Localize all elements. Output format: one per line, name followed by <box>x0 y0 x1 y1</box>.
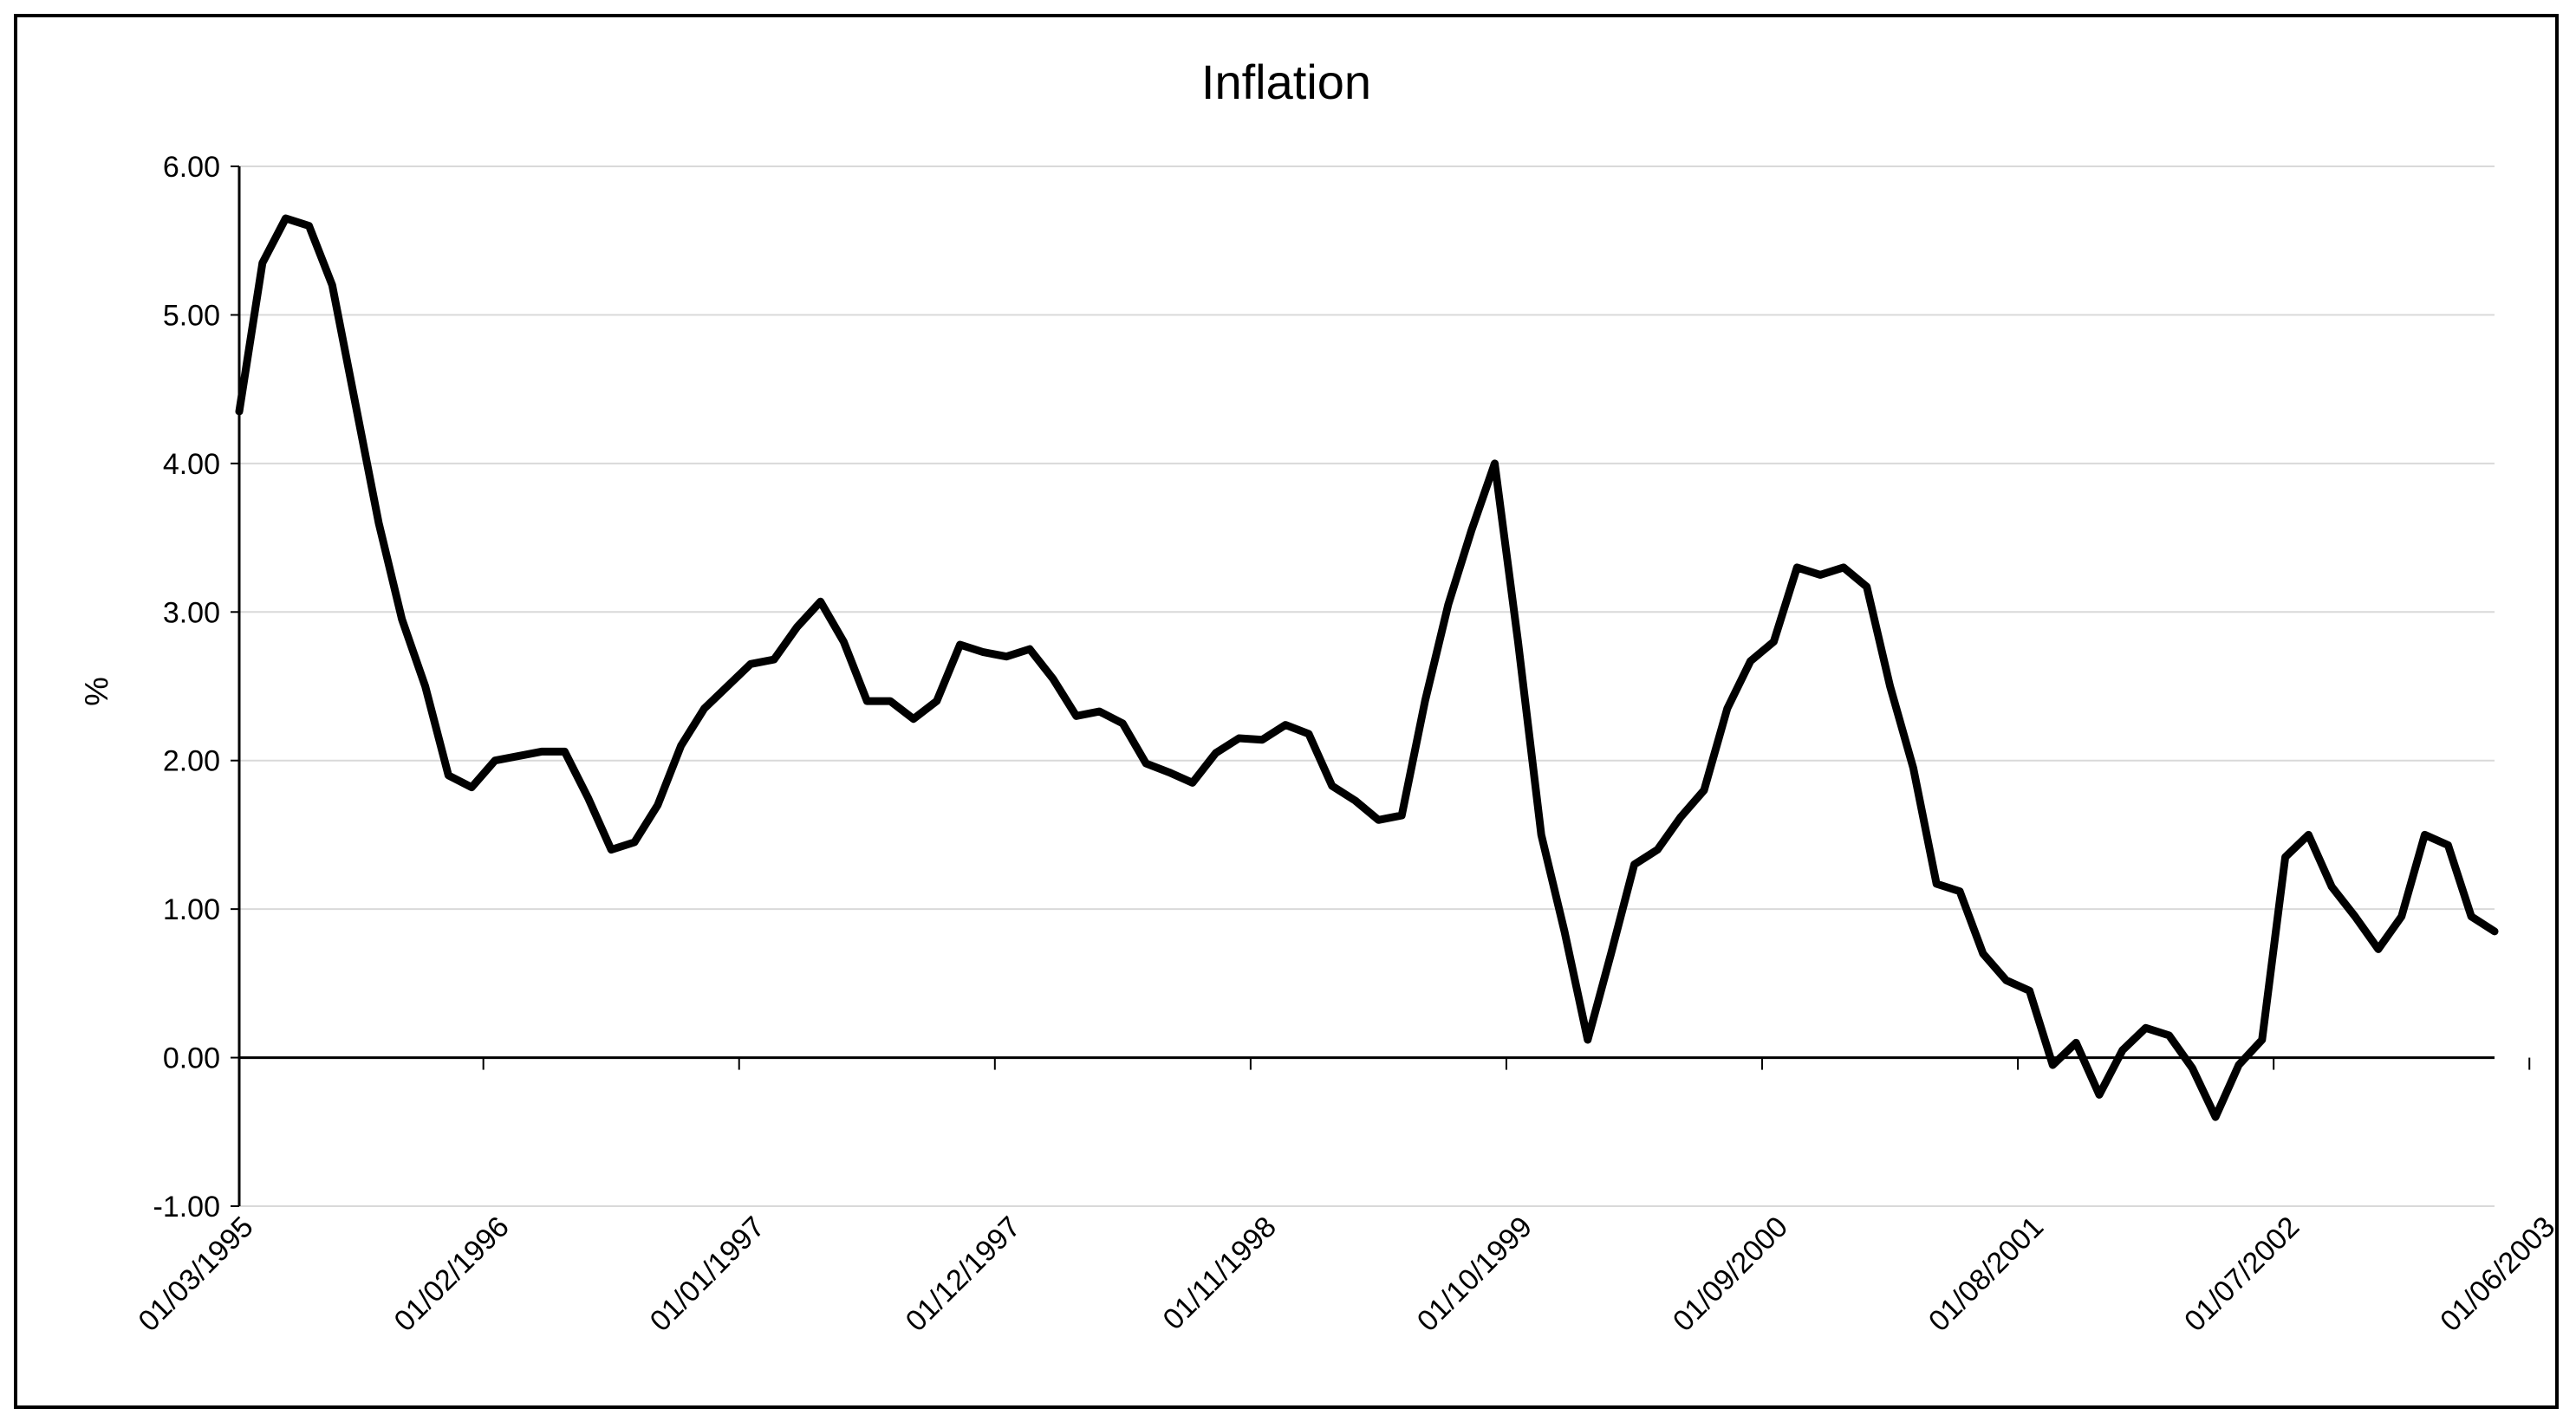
x-tick-label: 01/08/2001 <box>1922 1211 2050 1338</box>
y-tick-label: 6.00 <box>163 151 220 184</box>
chart-frame: -1.00 0.00 1.00 2.00 3.00 4.00 5.00 6.00 01/03/… <box>14 14 2559 1409</box>
x-tick-label: 01/12/1997 <box>900 1211 1027 1338</box>
y-tick-label: -1.00 <box>153 1191 221 1224</box>
y-tick-label: 2.00 <box>163 745 220 778</box>
y-tick-label: 3.00 <box>163 596 220 629</box>
series <box>235 214 2499 1121</box>
x-tick-label: 01/07/2002 <box>2178 1211 2306 1338</box>
y-tick-label: 5.00 <box>163 299 220 332</box>
x-tick-label: 01/01/1997 <box>644 1211 771 1338</box>
series-line <box>235 214 2499 1121</box>
line-chart: -1.00 0.00 1.00 2.00 3.00 4.00 5.00 6.00 01/03/… <box>79 55 2555 1338</box>
y-tick-label: 4.00 <box>163 448 220 481</box>
x-tick-label: 01/06/2003 <box>2434 1211 2555 1338</box>
y-tick-label: 0.00 <box>163 1042 220 1075</box>
axes <box>237 166 2495 1206</box>
x-tick-label: 01/10/1999 <box>1411 1211 1538 1338</box>
x-tick-label: 01/03/1995 <box>132 1211 259 1338</box>
x-tick-label: 01/02/1996 <box>388 1211 516 1338</box>
y-tick-labels: -1.00 0.00 1.00 2.00 3.00 4.00 5.00 6.00 <box>153 151 239 1224</box>
y-tick-label: 1.00 <box>163 893 220 926</box>
x-tick-label: 01/11/1998 <box>1157 1211 1283 1336</box>
x-tick-labels: 01/03/1995 01/02/1996 01/01/1997 01/12/1997… <box>132 1057 2555 1338</box>
y-axis-label: % <box>79 677 115 706</box>
gridlines <box>239 166 2495 1207</box>
x-tick-label: 01/09/2000 <box>1667 1211 1794 1338</box>
chart-title: Inflation <box>1201 55 1371 109</box>
